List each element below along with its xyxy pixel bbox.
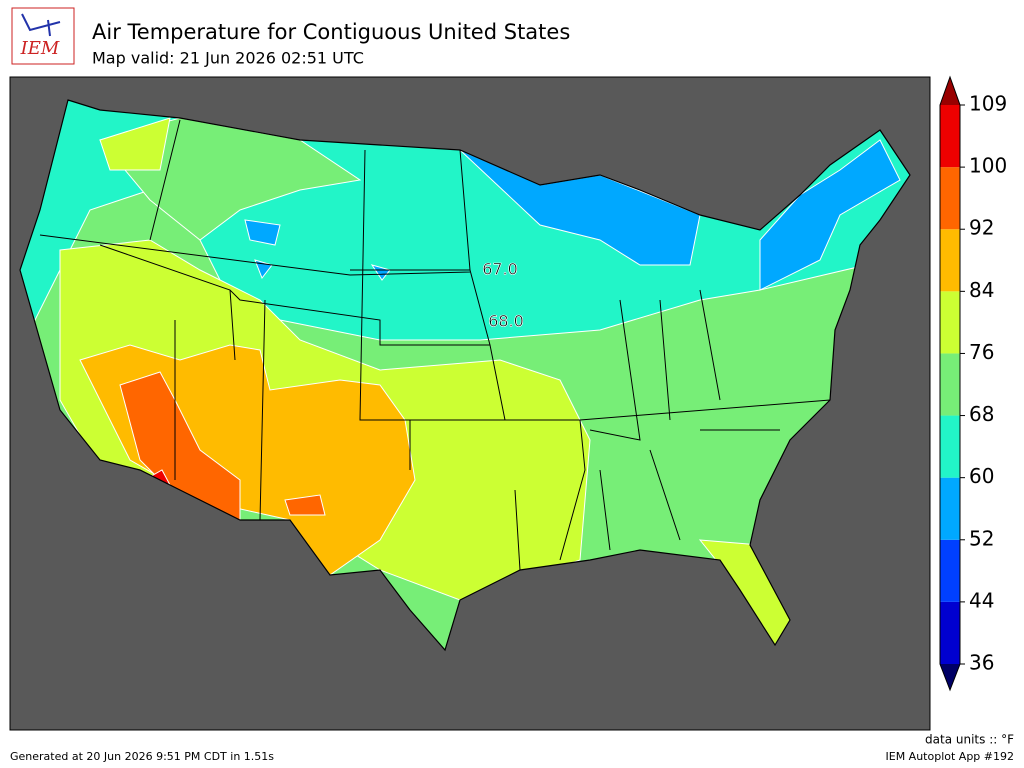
colorbar-tick-label: 68 bbox=[969, 402, 994, 426]
generated-note: Generated at 20 Jun 2026 9:51 PM CDT in … bbox=[10, 750, 274, 763]
colorbar-tick-label: 92 bbox=[969, 216, 994, 240]
colorbar-band bbox=[940, 291, 960, 354]
units-label: data units :: °F bbox=[925, 733, 1014, 747]
colorbar-band bbox=[940, 539, 960, 602]
colorbar-band bbox=[940, 105, 960, 168]
colorbar-over bbox=[940, 77, 960, 105]
colorbar-band bbox=[940, 167, 960, 230]
colorbar-tick-label: 44 bbox=[969, 588, 994, 612]
colorbar-tick-label: 100 bbox=[969, 154, 1007, 178]
colorbar-band bbox=[940, 229, 960, 292]
logo: IEM bbox=[11, 7, 75, 65]
contour-labels: 67.0 68.0 bbox=[482, 259, 524, 331]
title: Air Temperature for Contiguous United St… bbox=[92, 20, 570, 44]
colorbar-band bbox=[940, 477, 960, 540]
logo-text: IEM bbox=[20, 38, 60, 59]
colorbar-band bbox=[940, 353, 960, 416]
colorbar-tick-label: 76 bbox=[969, 340, 994, 364]
colorbar-band bbox=[940, 601, 960, 664]
colorbar-tick-label: 52 bbox=[969, 526, 994, 550]
colorbar-tick-label: 36 bbox=[969, 651, 994, 675]
contour-label: 68.0 bbox=[488, 312, 524, 331]
colorbar-tick-label: 109 bbox=[969, 92, 1007, 116]
subtitle: Map valid: 21 Jun 2026 02:51 UTC bbox=[92, 49, 364, 68]
colorbar: 36 44 52 60 68 76 84 92 100 109 bbox=[939, 75, 1007, 692]
colorbar-tick-label: 84 bbox=[969, 278, 994, 302]
colorbar-under bbox=[940, 664, 960, 690]
app-note: IEM Autoplot App #192 bbox=[886, 750, 1015, 763]
contour-label: 67.0 bbox=[482, 260, 518, 279]
colorbar-band bbox=[940, 415, 960, 478]
colorbar-tick-label: 60 bbox=[969, 464, 994, 488]
